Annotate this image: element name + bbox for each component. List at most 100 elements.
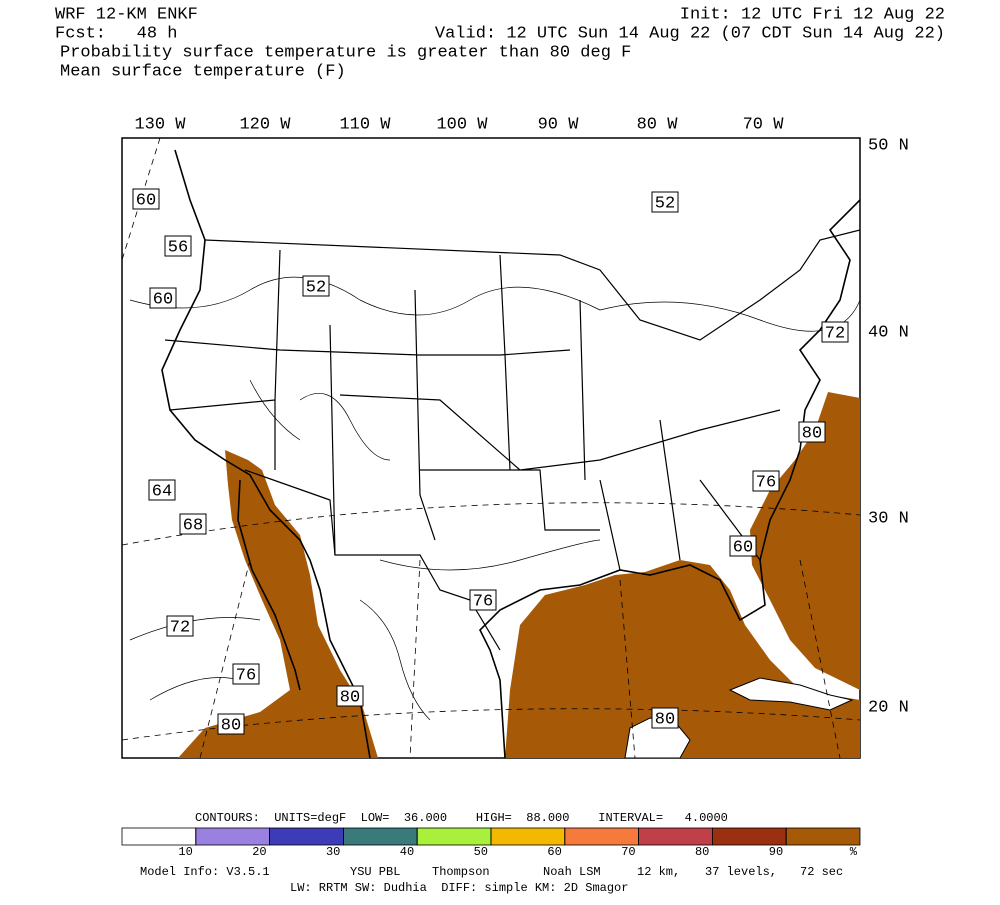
color-box xyxy=(712,827,787,846)
border xyxy=(204,229,860,341)
contours-info: CONTOURS: UNITS=degF LOW= 36.000 HIGH= 8… xyxy=(195,811,728,825)
contour-label: 68 xyxy=(183,516,203,535)
contour-label-box xyxy=(179,513,207,535)
probability-area xyxy=(750,392,860,690)
color-box xyxy=(564,827,639,846)
contour-label-box xyxy=(302,275,330,297)
graticule xyxy=(619,579,636,758)
probability-area xyxy=(178,450,378,758)
footer: Model Info: V3.5.1 YSU PBL Thompson Noah LS… xyxy=(140,865,843,879)
colorbar-tick-label: 90 xyxy=(769,845,783,859)
graticule xyxy=(799,559,841,758)
color-box xyxy=(638,827,713,846)
model-name: WRF 12-KM ENKF xyxy=(55,5,198,24)
land xyxy=(728,677,854,711)
contour-label: 72 xyxy=(825,324,845,343)
longitude-label: 100 W xyxy=(436,115,488,134)
contour-label-box xyxy=(166,615,194,637)
coastline xyxy=(161,149,371,758)
model-info: LW: RRTM SW: Dudhia DIFF: simple KM: 2D … xyxy=(290,881,628,895)
contour-label: 76 xyxy=(756,473,776,492)
contour-label: 60 xyxy=(733,538,753,557)
contour-label: 80 xyxy=(655,710,675,729)
coastline xyxy=(237,479,301,691)
contour-label: 56 xyxy=(168,238,188,257)
contour-label-box xyxy=(336,685,364,707)
contour-label: 80 xyxy=(340,688,360,707)
model-info: 37 levels, xyxy=(705,865,777,879)
forecast-hour: Fcst: 48 h xyxy=(55,24,177,43)
colorbar-tick-label: 70 xyxy=(621,845,635,859)
field-title: Probability surface temperature is great… xyxy=(60,43,631,62)
contour-label-box xyxy=(651,191,679,213)
model-info: Model Info: V3.5.1 xyxy=(140,865,270,879)
colorbar-tick-label: 40 xyxy=(400,845,414,859)
colorbar-tick-label: 60 xyxy=(547,845,561,859)
color-box xyxy=(490,827,566,846)
init-time: Init: 12 UTC Fri 12 Aug 22 xyxy=(680,5,945,24)
colorbar-tick-label: 50 xyxy=(474,845,488,859)
model-info: 72 sec xyxy=(800,865,843,879)
coastline xyxy=(479,199,860,758)
contour-label-box xyxy=(132,188,160,210)
contour-label: 52 xyxy=(306,278,326,297)
colorbar-tick-label: 20 xyxy=(252,845,266,859)
model-info: 12 km, xyxy=(637,865,680,879)
contour-label: 72 xyxy=(170,618,190,637)
valid-time: Valid: 12 UTC Sun 14 Aug 22 (07 CDT Sun … xyxy=(435,24,945,43)
contour-label: 76 xyxy=(473,592,493,611)
contour-label-box xyxy=(651,707,679,729)
contour-label: 76 xyxy=(236,666,256,685)
longitude-label: 70 W xyxy=(743,115,785,134)
color-box xyxy=(121,827,197,846)
color-box xyxy=(785,827,861,846)
longitude-label: 120 W xyxy=(239,115,291,134)
contour-label-box xyxy=(148,479,176,501)
latitude-label: 50 N xyxy=(868,136,909,155)
contour-label-box xyxy=(164,235,192,257)
color-box xyxy=(416,827,492,846)
color-box xyxy=(195,827,271,846)
graticule xyxy=(122,502,860,546)
contour-label-box xyxy=(752,470,780,492)
contour-label: 52 xyxy=(655,194,675,213)
graticule xyxy=(199,559,251,758)
contour-label-box xyxy=(798,421,826,443)
colorbar-tick-label: 30 xyxy=(326,845,340,859)
contour-label: 80 xyxy=(221,716,241,735)
colorbar-tick-label: 10 xyxy=(178,845,192,859)
contour-label: 60 xyxy=(153,290,173,309)
latitude-label: 40 N xyxy=(868,323,909,342)
latitude-label: 20 N xyxy=(868,698,909,717)
map: 130 W 120 W 110 W 100 W 90 W 80 W 70 W 50 N 40 N… xyxy=(121,115,909,759)
longitude-label: 90 W xyxy=(538,115,580,134)
color-box xyxy=(269,827,344,846)
longitude-label: 110 W xyxy=(339,115,391,134)
latitude-label: 30 N xyxy=(868,509,909,528)
model-info: YSU PBL xyxy=(350,865,400,879)
temperature-contour xyxy=(129,539,601,701)
contour-label-box xyxy=(729,535,757,557)
contour-label-box xyxy=(821,321,849,343)
colorbar-unit: % xyxy=(850,845,858,859)
contour-label-box xyxy=(217,713,245,735)
contour-label-box xyxy=(149,287,177,309)
state-lines xyxy=(164,249,781,571)
contour-label: 60 xyxy=(136,191,156,210)
model-info: Noah LSM xyxy=(543,865,601,879)
contour-label: 80 xyxy=(802,424,822,443)
temperature-contour xyxy=(129,276,860,332)
graticule xyxy=(409,559,421,758)
color-box xyxy=(342,827,418,846)
colorbar: 10 20 30 40 50 60 70 80 90% xyxy=(121,827,861,859)
colorbar-tick-label: 80 xyxy=(695,845,709,859)
longitude-label: 130 W xyxy=(134,115,186,134)
contour-label: 64 xyxy=(152,482,172,501)
longitude-label: 80 W xyxy=(637,115,679,134)
contour-label-box xyxy=(232,663,260,685)
model-info: Thompson xyxy=(432,865,490,879)
contour-label-box xyxy=(469,589,497,611)
temperature-contour xyxy=(249,379,431,721)
field-title: Mean surface temperature (F) xyxy=(60,62,346,81)
